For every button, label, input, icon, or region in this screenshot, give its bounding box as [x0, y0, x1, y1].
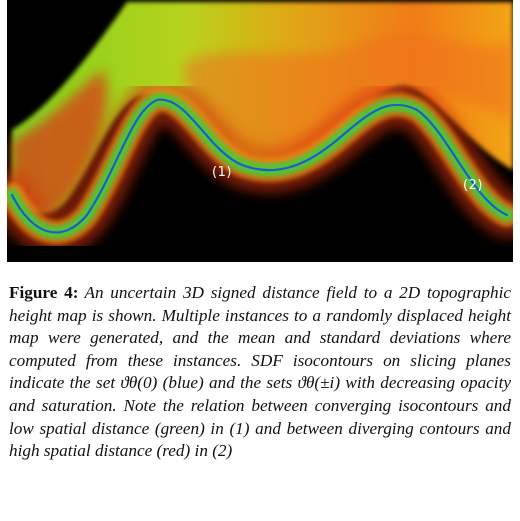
figure-caption: Figure 4: An uncertain 3D signed distance… [9, 282, 511, 463]
caption-text: An uncertain 3D signed distance field to… [9, 283, 511, 461]
sdf-figure-image: (1) (2) [7, 0, 513, 262]
caption-label: Figure 4: [9, 283, 79, 302]
marker-label-2: (2) [463, 178, 483, 193]
marker-label-1: (1) [212, 165, 232, 180]
